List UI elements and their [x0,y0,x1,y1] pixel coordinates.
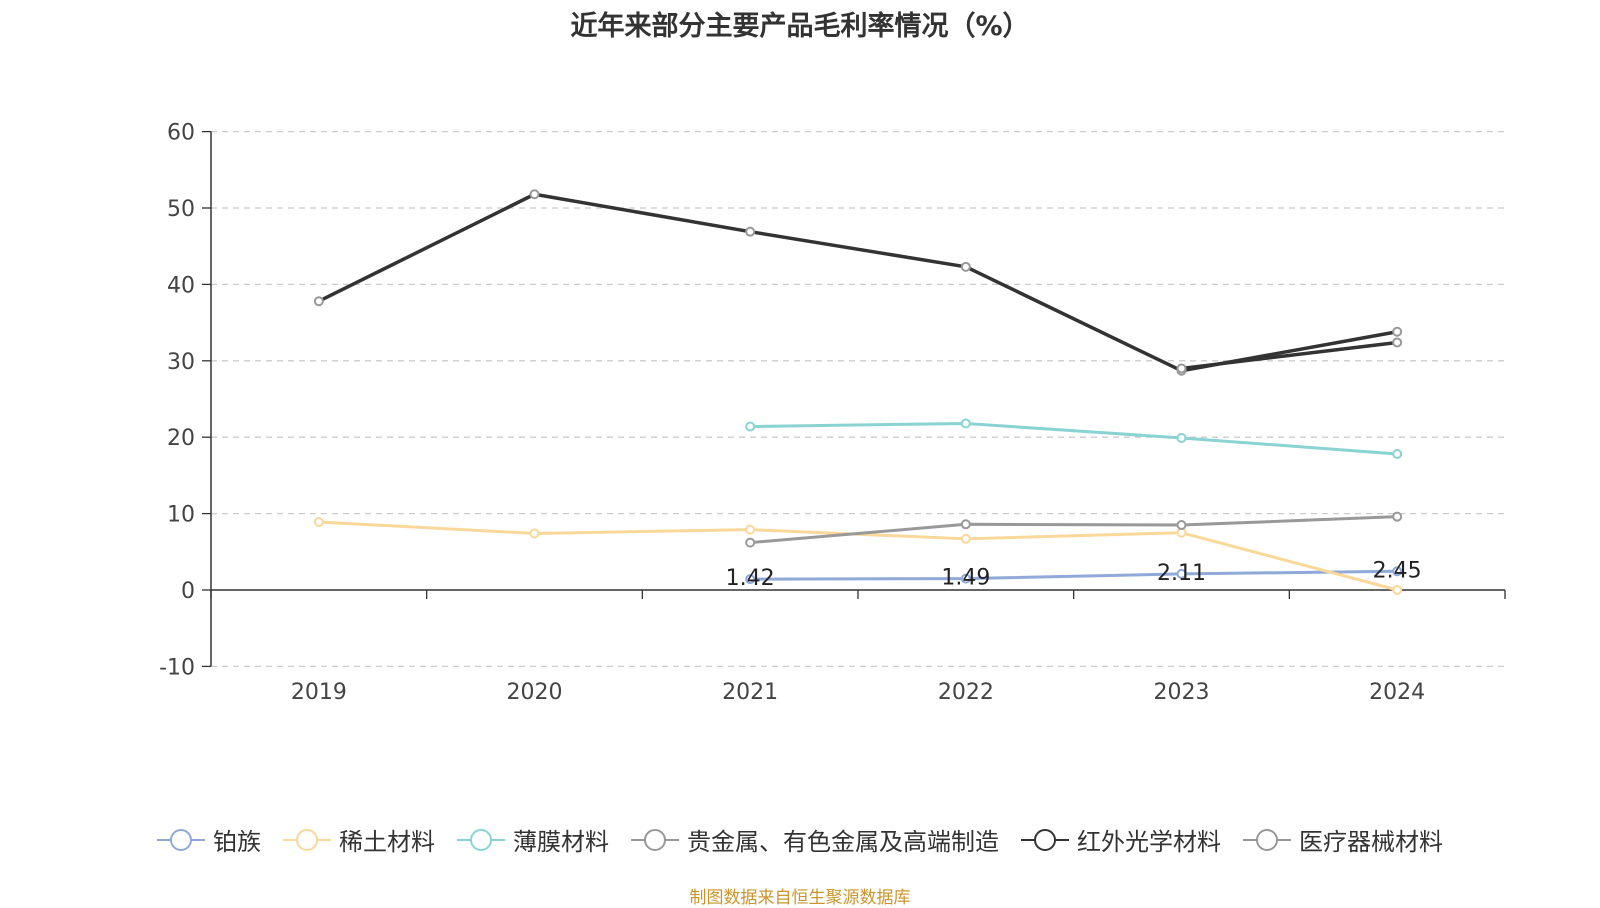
data-point [745,574,756,585]
data-point [1176,568,1187,579]
legend-label: 贵金属、有色金属及高端制造 [687,828,999,856]
series-line [750,421,1398,456]
series-line [1181,340,1398,371]
data-point [529,528,540,539]
legend-label: 医疗器械材料 [1299,828,1443,856]
x-tick-label: 2019 [291,680,347,705]
legend-item[interactable]: 稀土材料 [283,822,435,857]
data-point [960,519,971,530]
legend-label: 稀土材料 [339,828,435,856]
y-tick-label: 20 [167,426,195,451]
legend-label: 铂族 [213,828,261,856]
data-point [1176,432,1187,443]
data-point [1392,511,1403,522]
y-tick-label: 30 [167,350,195,375]
x-tick-label: 2023 [1154,680,1210,705]
chart-legend: 铂族 稀土材料 薄膜材料 贵金属、有色金属及高端制造 红外光学材料 医疗器械材料 [0,822,1600,857]
x-tick-label: 2024 [1369,680,1425,705]
data-point [1392,337,1403,348]
data-point [1392,566,1403,577]
data-point [1392,449,1403,460]
chart-title: 近年来部分主要产品毛利率情况（%） [570,11,1030,42]
x-tick-label: 2022 [938,680,994,705]
legend-line-circle-icon [1021,828,1069,851]
y-tick-label: 40 [167,273,195,298]
legend-line-circle-icon [283,828,331,851]
y-tick-label: 50 [167,197,195,222]
legend-item[interactable]: 红外光学材料 [1021,822,1221,857]
data-source-note: 制图数据来自恒生聚源数据库 [689,888,911,908]
data-point [1392,585,1403,595]
legend-item[interactable]: 薄膜材料 [457,822,609,857]
series-line [318,192,1398,373]
legend-label: 红外光学材料 [1077,828,1221,856]
legend-line-circle-icon [1243,828,1291,851]
data-point [1392,326,1403,337]
data-point [960,573,971,584]
y-tick-label: 60 [167,121,195,146]
data-label: 1.49 [941,566,990,591]
data-point [1176,520,1187,531]
data-label: 2.11 [1157,561,1206,586]
y-tick-label: -10 [159,655,195,680]
data-point [1176,363,1187,374]
y-tick-label: 10 [167,503,195,528]
data-point [313,296,324,307]
x-tick-label: 2020 [507,680,563,705]
data-point [745,524,756,535]
legend-line-circle-icon [631,828,679,851]
legend-line-circle-icon [157,828,205,851]
legend-item[interactable]: 铂族 [157,822,261,857]
x-tick-label: 2021 [722,680,778,705]
data-point [529,189,540,200]
data-point [745,537,756,548]
data-point [313,517,324,528]
data-point [960,261,971,272]
y-tick-label: 0 [181,579,195,604]
data-point [960,418,971,429]
data-point [960,533,971,544]
legend-line-circle-icon [457,828,505,851]
series-line [750,515,1398,545]
data-point [745,421,756,432]
data-label: 2.45 [1373,558,1422,583]
series-line [750,569,1398,581]
legend-label: 薄膜材料 [513,828,609,856]
legend-item[interactable]: 贵金属、有色金属及高端制造 [631,822,999,857]
legend-item[interactable]: 医疗器械材料 [1243,822,1443,857]
data-label: 1.42 [726,566,775,591]
data-point [745,226,756,237]
